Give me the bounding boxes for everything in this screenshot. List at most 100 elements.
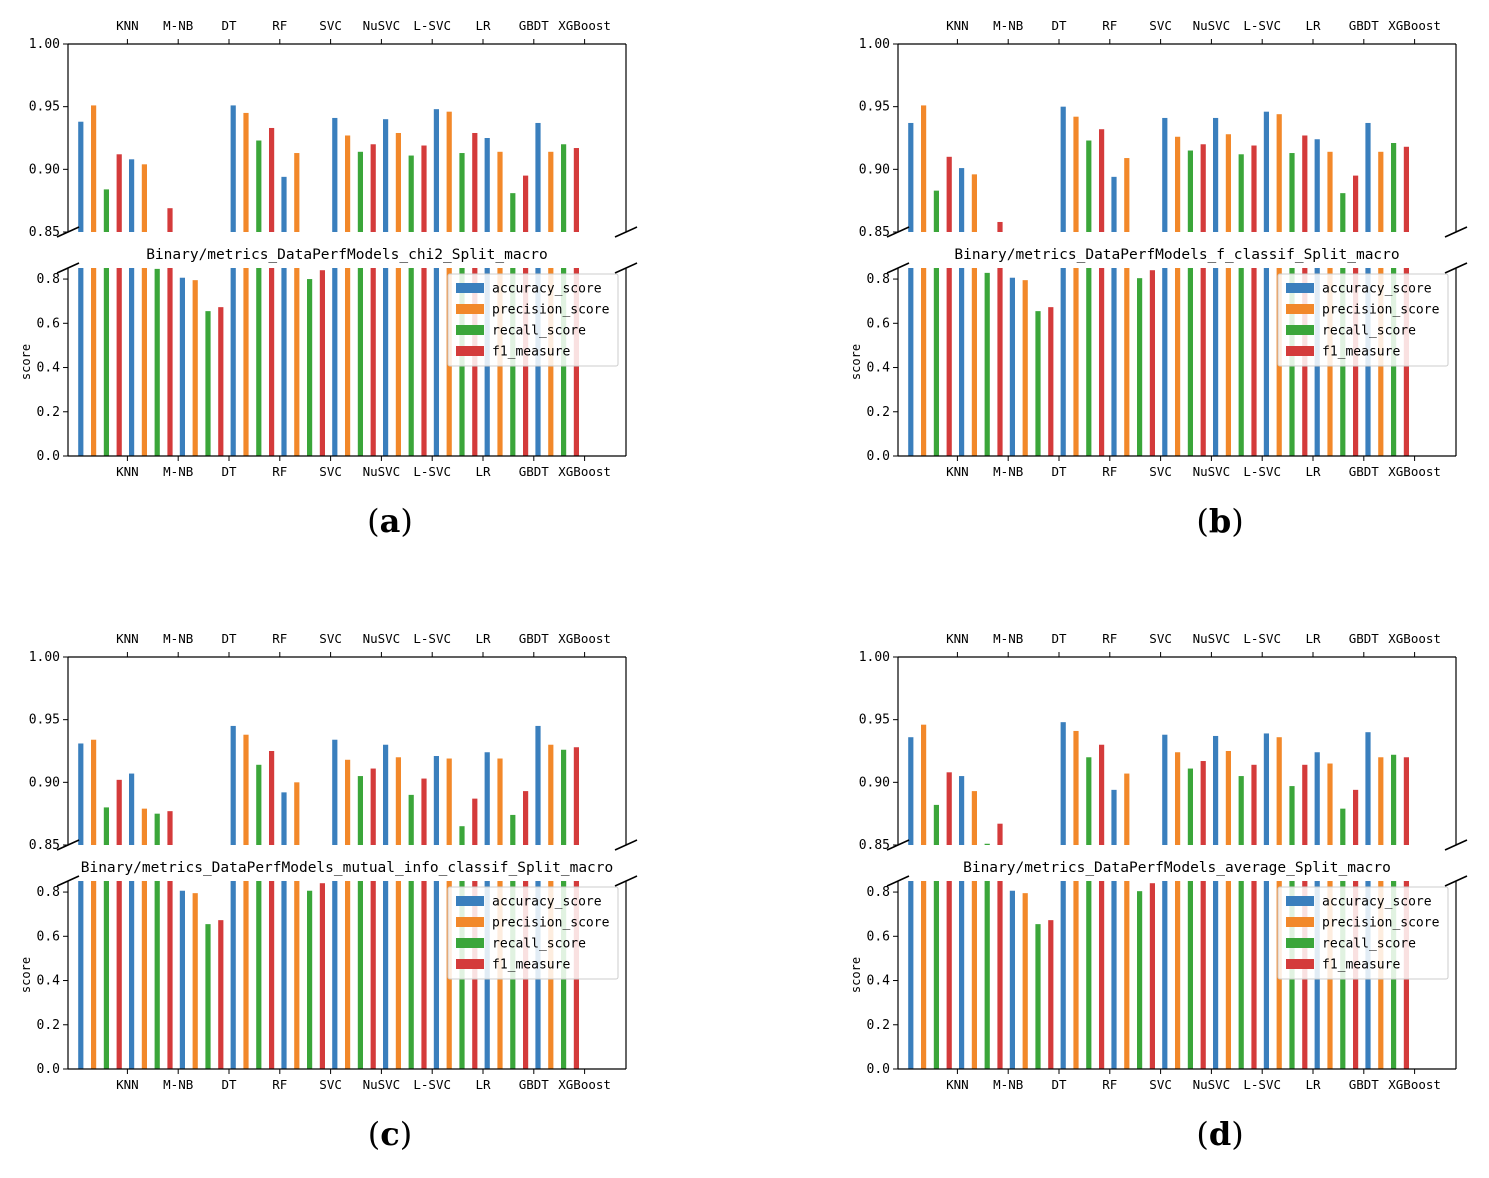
bottom-xtick-label: SVC: [319, 1077, 342, 1092]
bar-f1_measure-M-NB-upper: [167, 811, 173, 845]
bar-accuracy_score-M-NB-lower: [959, 881, 965, 1069]
upper-ytick-label: 0.85: [859, 225, 890, 240]
chart-title: Binary/metrics_DataPerfModels_mutual_inf…: [81, 860, 614, 876]
top-xtick-label: L-SVC: [1243, 18, 1281, 33]
axis-break-mark: [886, 875, 910, 887]
bar-precision_score-GBDT-upper: [497, 758, 503, 845]
top-xtick-label: DT: [221, 631, 237, 646]
top-xtick-label: NuSVC: [363, 631, 401, 646]
bar-accuracy_score-GBDT-upper: [1314, 752, 1320, 845]
bar-f1_measure-M-NB-upper: [167, 208, 173, 232]
bar-accuracy_score-M-NB-upper: [129, 159, 135, 232]
bar-precision_score-KNN-lower: [921, 881, 927, 1069]
bar-accuracy_score-SVC-upper: [281, 176, 287, 232]
bar-f1_measure-RF-lower: [269, 881, 275, 1069]
y-axis-label: score: [849, 344, 863, 380]
bar-recall_score-XGBoost-upper: [1391, 754, 1397, 845]
lower-ytick-label: 0.2: [37, 1018, 60, 1033]
bar-precision_score-KNN-upper: [921, 724, 927, 845]
top-xtick-label: XGBoost: [1388, 18, 1441, 33]
bar-recall_score-RF-upper: [1086, 140, 1092, 232]
bottom-xtick-label: GBDT: [1349, 464, 1380, 479]
bar-precision_score-RF-lower: [1073, 881, 1079, 1069]
lower-ytick-label: 0.0: [867, 1062, 890, 1077]
bar-recall_score-GBDT-upper: [510, 814, 516, 845]
bar-f1_measure-DT-lower: [218, 920, 224, 1069]
bar-f1_measure-KNN-upper: [946, 772, 952, 845]
bar-accuracy_score-M-NB-lower: [129, 881, 135, 1069]
bar-accuracy_score-RF-upper: [1060, 106, 1066, 232]
bar-precision_score-NuSVC-upper: [345, 135, 351, 232]
bar-f1_measure-M-NB-upper: [997, 221, 1003, 232]
bar-recall_score-RF-upper: [256, 764, 262, 845]
legend: accuracy_score precision_score recall_scor…: [447, 886, 619, 980]
legend-label-f1_measure: f1_measure: [1322, 345, 1400, 360]
panel-label: (a): [367, 502, 413, 540]
legend-label-precision_score: precision_score: [1322, 916, 1440, 931]
legend-swatch-accuracy_score: [456, 283, 484, 293]
bar-accuracy_score-RF-lower: [230, 268, 236, 456]
lower-ytick-label: 0.8: [867, 885, 890, 900]
bar-precision_score-L-SVC-upper: [395, 132, 401, 232]
bar-recall_score-L-SVC-lower: [408, 268, 414, 456]
legend-label-precision_score: precision_score: [492, 916, 610, 931]
bottom-xtick-label: M-NB: [993, 464, 1023, 479]
bar-f1_measure-SVC-lower: [319, 883, 325, 1069]
bar-accuracy_score-RF-upper: [230, 105, 236, 232]
upper-ytick-label: 0.90: [29, 775, 60, 790]
upper-ytick-label: 0.85: [859, 838, 890, 853]
top-xtick-label: KNN: [116, 631, 139, 646]
bottom-xtick-label: KNN: [946, 1077, 969, 1092]
legend-swatch-accuracy_score: [1286, 896, 1314, 906]
bar-f1_measure-SVC-lower: [319, 270, 325, 456]
top-xtick-label: DT: [1051, 631, 1067, 646]
bar-precision_score-LR-upper: [1276, 737, 1282, 845]
bar-f1_measure-RF-upper: [1099, 744, 1105, 845]
bar-f1_measure-NuSVC-upper: [370, 144, 376, 232]
legend-swatch-precision_score: [456, 917, 484, 927]
bar-f1_measure-M-NB-lower: [167, 268, 173, 456]
bar-accuracy_score-XGBoost-upper: [535, 725, 541, 845]
top-xtick-label: SVC: [319, 18, 342, 33]
bar-accuracy_score-NuSVC-upper: [332, 117, 338, 232]
top-xtick-label: M-NB: [163, 631, 193, 646]
bar-recall_score-LR-upper: [459, 153, 465, 232]
bottom-xtick-label: L-SVC: [1243, 464, 1281, 479]
bar-precision_score-XGBoost-upper: [548, 744, 554, 845]
bar-accuracy_score-L-SVC-upper: [1213, 735, 1219, 845]
bar-f1_measure-M-NB-lower: [167, 881, 173, 1069]
bar-accuracy_score-XGBoost-upper: [1365, 732, 1371, 845]
bar-f1_measure-L-SVC-lower: [1251, 881, 1257, 1069]
legend-label-recall_score: recall_score: [492, 937, 586, 952]
axis-break-mark: [1444, 262, 1468, 274]
legend-swatch-f1_measure: [1286, 959, 1314, 969]
bar-precision_score-RF-upper: [1073, 116, 1079, 232]
bar-f1_measure-LR-upper: [472, 132, 478, 232]
bar-precision_score-XGBoost-upper: [1378, 151, 1384, 232]
legend-swatch-accuracy_score: [456, 896, 484, 906]
bar-f1_measure-KNN-upper: [116, 779, 122, 845]
upper-ytick-label: 0.90: [859, 775, 890, 790]
bar-f1_measure-DT-lower: [1048, 920, 1054, 1069]
bar-precision_score-M-NB-upper: [141, 808, 147, 845]
bottom-xtick-label: RF: [1102, 464, 1117, 479]
bar-accuracy_score-KNN-lower: [908, 881, 914, 1069]
bar-accuracy_score-L-SVC-lower: [1213, 881, 1219, 1069]
top-xtick-label: LR: [1305, 631, 1321, 646]
top-xtick-label: XGBoost: [558, 18, 611, 33]
top-xtick-label: RF: [272, 631, 287, 646]
bottom-xtick-label: DT: [221, 1077, 237, 1092]
top-xtick-label: NuSVC: [363, 18, 401, 33]
bar-precision_score-M-NB-upper: [971, 174, 977, 232]
legend-box: [1277, 886, 1449, 980]
bottom-xtick-label: KNN: [946, 464, 969, 479]
legend-label-f1_measure: f1_measure: [492, 958, 570, 973]
bar-precision_score-KNN-lower: [921, 268, 927, 456]
bottom-xtick-label: XGBoost: [1388, 464, 1441, 479]
bar-precision_score-LR-upper: [446, 758, 452, 845]
bar-recall_score-L-SVC-lower: [1238, 881, 1244, 1069]
bar-f1_measure-M-NB-lower: [997, 881, 1003, 1069]
bar-recall_score-L-SVC-upper: [408, 155, 414, 232]
bar-recall_score-NuSVC-lower: [357, 881, 363, 1069]
